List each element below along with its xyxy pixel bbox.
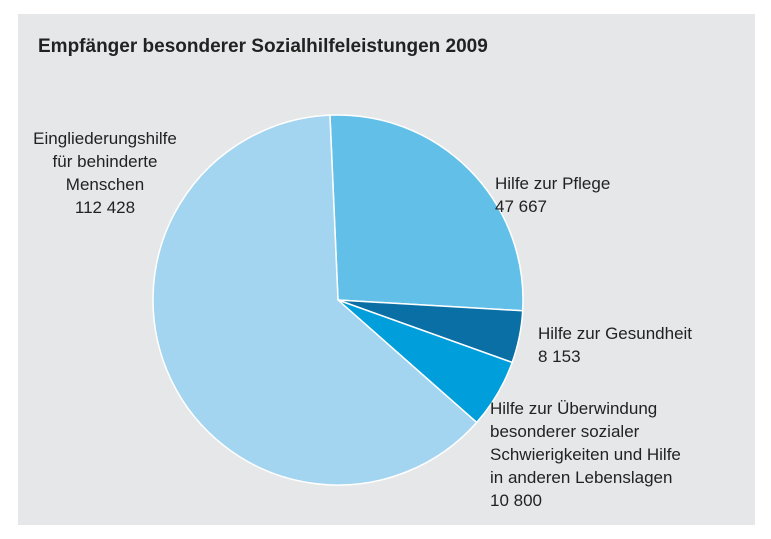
slice-label: Hilfe zur Gesundheit 8 153 bbox=[538, 322, 692, 368]
pie-slice bbox=[152, 114, 478, 486]
category-label: Hilfe zur Gesundheit bbox=[538, 324, 693, 343]
pie-slice bbox=[329, 114, 524, 312]
value-label: 8 153 bbox=[538, 347, 581, 366]
value-label: 47 667 bbox=[495, 197, 547, 216]
slice-label: Hilfe zur Überwindung besonderer soziale… bbox=[490, 397, 681, 512]
value-label: 10 800 bbox=[490, 491, 542, 510]
value-label: 112 428 bbox=[74, 198, 136, 217]
category-label: Eingliederungshilfe für behinderte Mensc… bbox=[33, 129, 177, 194]
category-label: Hilfe zur Pflege bbox=[495, 174, 611, 193]
slice-label: Hilfe zur Pflege 47 667 bbox=[495, 172, 610, 218]
chart-title: Empfänger besonderer Sozialhilfeleistung… bbox=[38, 36, 488, 57]
category-label: Hilfe zur Überwindung besonderer soziale… bbox=[490, 399, 681, 487]
slice-label: Eingliederungshilfe für behinderte Mensc… bbox=[30, 127, 180, 219]
